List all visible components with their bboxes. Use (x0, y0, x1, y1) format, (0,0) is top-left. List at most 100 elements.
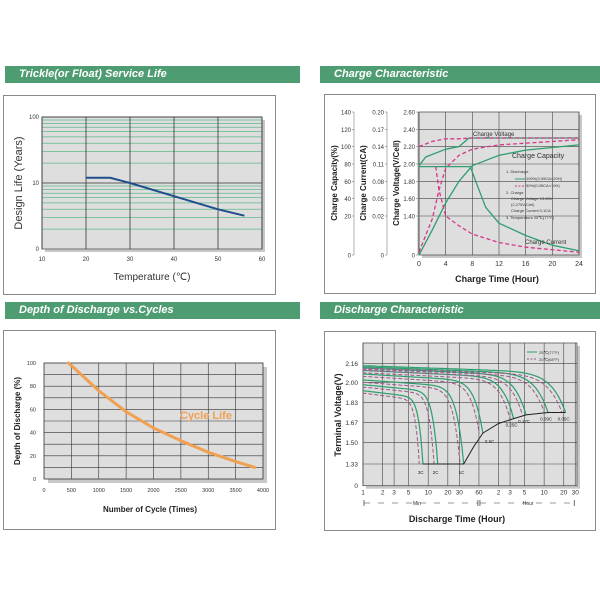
dod-chart: 0 500 1000 1500 2000 2500 3000 3500 4000 0 20 40 60 8… (27, 361, 269, 494)
capacity-50-curve (418, 139, 580, 253)
discharge-curve-20c-0.05C (362, 367, 563, 413)
x-tick-label: 10 (39, 257, 46, 263)
x-tick-label: 1000 (93, 488, 105, 494)
current-tick-label: 0.14 (372, 145, 384, 151)
x-tick-label: 500 (67, 488, 76, 494)
rate-label: 0.17C (518, 419, 531, 424)
x-tick-label: 20 (444, 490, 452, 497)
x-tick-label: 2 (497, 490, 501, 497)
cutoff-voltage-curve (422, 412, 566, 465)
capacity-tick-label: 0 (348, 254, 352, 260)
x-tick-label: 30 (572, 490, 580, 497)
dod-xlabel: Number of Cycle (Times) (103, 505, 197, 514)
discharge-xlabel: Discharge Time (Hour) (409, 514, 505, 524)
charge-legend: 1. Discharge 100%(0.05CA×20H) 50%(0.05CA… (506, 169, 563, 220)
charge-voltage-annotation: Charge Voltage (473, 132, 515, 138)
rate-label: 3C (418, 470, 425, 475)
x-tick-label: 20 (83, 257, 90, 263)
x-tick-label: 4 (444, 261, 448, 268)
current-tick-label: 0.17 (372, 128, 384, 134)
rate-label: 0.6C (485, 439, 495, 444)
y-tick-label: 0 (36, 247, 40, 253)
cycle-life-curve (67, 361, 257, 469)
y-tick-label: 2.00 (345, 380, 358, 387)
legend-charge: 2. Charge (506, 190, 524, 195)
service-life-chart: 10 20 30 40 50 60 0 10 100 (29, 115, 266, 263)
rate-label: 0.05C (558, 417, 571, 422)
discharge-curve-20c-0.09C (362, 368, 545, 413)
capacity-tick-label: 80 (344, 163, 351, 169)
current-tick-label: 0.02 (372, 215, 384, 221)
x-tick-label: 4000 (257, 488, 269, 494)
current-tick-label: 0.08 (372, 180, 384, 186)
current-50-curve (435, 166, 580, 253)
capacity-tick-label: 40 (344, 197, 351, 203)
discharge-ylabel: Terminal Voltage(V) (333, 373, 343, 456)
x-tick-label: 0 (417, 261, 421, 268)
x-tick-label: 30 (127, 257, 134, 263)
discharge-curve-20c-0.6C (362, 375, 480, 434)
current-tick-label: 0.11 (373, 163, 385, 169)
discharge-curve-25c-0.05C (362, 365, 567, 413)
x-tick-label: 1 (361, 490, 365, 497)
charge-voltage-ylabel: Charge Voltage(V/Cell) (392, 140, 401, 226)
legend-temperature: 3. Temperature 25℃(77°F) (506, 215, 555, 220)
legend-25c: 25℃(77°F) (539, 350, 560, 355)
voltage-tick-label: 2.20 (403, 145, 415, 151)
x-tick-label: 5 (407, 490, 411, 497)
discharge-curve-25c-3C (362, 390, 424, 465)
capacity-tick-label: 120 (341, 128, 352, 134)
rate-label: 2C (433, 470, 440, 475)
legend-discharge: 1. Discharge (506, 169, 529, 174)
x-tick-label: 8 (470, 261, 474, 268)
y-tick-label: 100 (29, 115, 40, 121)
service-life-xlabel: Temperature (℃) (114, 272, 191, 283)
x-tick-label: 30 (456, 490, 464, 497)
voltage-tick-label: 1.80 (403, 180, 415, 186)
x-tick-label: 0 (42, 488, 45, 494)
charge-capacity-annotation: Charge Capacity (512, 153, 565, 160)
capacity-tick-label: 100 (341, 145, 352, 151)
y-tick-label: 1.33 (345, 462, 358, 469)
voltage-100-curve (418, 137, 579, 167)
discharge-legend: 25℃(77°F) 20℃(68°F) (527, 350, 560, 362)
x-tick-label: 2500 (175, 488, 187, 494)
voltage-tick-label: 1.60 (403, 197, 415, 203)
discharge-curve-20c-0.25C (362, 372, 511, 419)
x-tick-label: 1500 (120, 488, 132, 494)
capacity-100-curve (418, 144, 580, 256)
y-tick-label: 2.16 (345, 361, 358, 368)
voltage-tick-label: 2.40 (403, 128, 415, 134)
legend-50pct: 50%(0.05CA×10H) (526, 183, 560, 188)
x-tick-label: 3 (392, 490, 396, 497)
x-tick-label: 60 (475, 490, 483, 497)
current-tick-label: 0.20 (372, 111, 384, 117)
charge-current-annotation: Charge Current (525, 240, 567, 246)
discharge-curve-25c-0.6C (362, 373, 484, 434)
voltage-tick-label: 1.40 (403, 215, 415, 221)
discharge-curve-20c-1C (362, 381, 461, 465)
legend-100pct: 100%(0.05CA×20H) (526, 176, 563, 181)
y-tick-label: 40 (30, 431, 36, 437)
rate-label: 0.09C (540, 417, 553, 422)
rate-label: 1C (459, 470, 466, 475)
voltage-tick-label: 0 (412, 254, 416, 260)
x-tick-label: 10 (425, 490, 433, 497)
x-tick-label: 3000 (202, 488, 214, 494)
voltage-tick-label: 2.00 (403, 163, 415, 169)
dod-header: Depth of Discharge vs.Cycles (5, 302, 300, 319)
x-tick-label: 50 (215, 257, 222, 263)
x-tick-label: 10 (541, 490, 549, 497)
service-life-ylabel: Design Life (Years) (13, 136, 25, 229)
y-tick-label: 60 (30, 407, 36, 413)
x-tick-label: 20 (560, 490, 568, 497)
voltage-50-curve (418, 137, 579, 148)
legend-charge-current: Charge Current 0.1CA (511, 208, 551, 213)
capacity-tick-label: 20 (344, 215, 351, 221)
y-tick-label: 1.50 (345, 440, 358, 447)
x-tick-label: 20 (548, 261, 556, 268)
y-tick-label: 10 (32, 181, 39, 187)
discharge-curve-20c-2C (362, 386, 435, 465)
y-tick-label: 20 (30, 454, 36, 460)
charge-header: Charge Characteristic (320, 66, 600, 83)
